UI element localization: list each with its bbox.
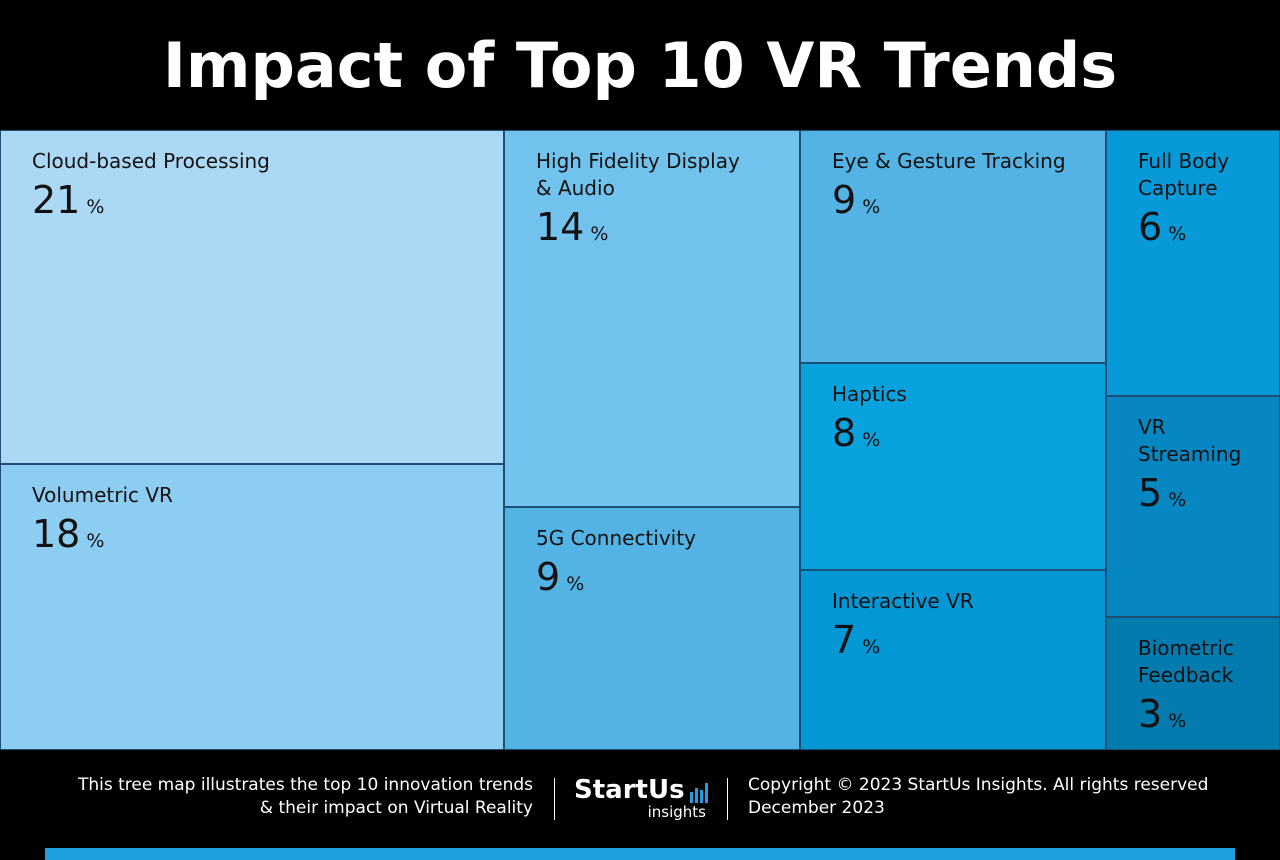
footer-description-line2: & their impact on Virtual Reality: [259, 798, 533, 818]
tile-name: 5G Connectivity: [536, 526, 696, 550]
tile-value-number: 7: [832, 618, 857, 662]
tile-value-number: 6: [1138, 205, 1163, 249]
tile-name: Volumetric VR: [32, 483, 173, 507]
tile-label: Full Body Capture 6%: [1138, 148, 1229, 255]
tile-label: Haptics 8%: [832, 381, 907, 461]
tile-value: 3%: [1138, 693, 1234, 742]
tile-full-body-capture: Full Body Capture 6%: [1106, 130, 1280, 396]
tile-value-unit: %: [86, 530, 105, 552]
tile-value: 6%: [1138, 206, 1229, 255]
tile-value-number: 3: [1138, 692, 1163, 736]
tile-name: High Fidelity Display & Audio: [536, 149, 740, 200]
treemap: Cloud-based Processing 21% Volumetric VR 18…: [0, 130, 1280, 750]
tile-label: Cloud-based Processing 21%: [32, 148, 270, 228]
tile-value: 9%: [832, 179, 1066, 228]
footer-accent-bar: [45, 848, 1235, 860]
tile-label: VR Streaming 5%: [1138, 414, 1241, 521]
tile-value-number: 9: [536, 555, 561, 599]
footer-copyright-block: Copyright © 2023 StartUs Insights. All r…: [748, 774, 1208, 820]
tile-value-unit: %: [590, 223, 609, 245]
tile-value-number: 21: [32, 178, 81, 222]
tile-eye-gesture-tracking: Eye & Gesture Tracking 9%: [800, 130, 1106, 363]
startus-logo: StartUs insights: [574, 775, 709, 821]
tile-name: VR Streaming: [1138, 415, 1242, 466]
tile-value: 14%: [536, 206, 740, 255]
tile-value-number: 18: [32, 512, 81, 556]
tile-name: Eye & Gesture Tracking: [832, 149, 1066, 173]
date-text: December 2023: [748, 798, 885, 818]
tile-value-unit: %: [566, 573, 585, 595]
tile-name: Full Body Capture: [1138, 149, 1230, 200]
tile-value-unit: %: [1168, 489, 1187, 511]
tile-value-unit: %: [862, 636, 881, 658]
tile-value-unit: %: [862, 429, 881, 451]
tile-name: Biometric Feedback: [1138, 636, 1234, 687]
tile-name: Cloud-based Processing: [32, 149, 270, 173]
tile-5g-connectivity: 5G Connectivity 9%: [504, 507, 800, 750]
tile-volumetric-vr: Volumetric VR 18%: [0, 464, 504, 750]
tile-label: Eye & Gesture Tracking 9%: [832, 148, 1066, 228]
tile-value-number: 14: [536, 205, 585, 249]
tile-value: 7%: [832, 619, 974, 668]
tile-value: 8%: [832, 412, 907, 461]
logo-main-text: StartUs: [574, 775, 685, 805]
tile-value-number: 9: [832, 178, 857, 222]
footer-divider-right: [727, 778, 728, 820]
tile-vr-streaming: VR Streaming 5%: [1106, 396, 1280, 617]
tile-high-fidelity-display-audio: High Fidelity Display & Audio 14%: [504, 130, 800, 507]
footer-description: This tree map illustrates the top 10 inn…: [78, 774, 533, 820]
tile-label: Volumetric VR 18%: [32, 482, 173, 562]
logo-sub-text: insights: [647, 803, 706, 821]
tile-label: Interactive VR 7%: [832, 588, 974, 668]
tile-cloud-based-processing: Cloud-based Processing 21%: [0, 130, 504, 464]
tile-haptics: Haptics 8%: [800, 363, 1106, 570]
copyright-text: Copyright © 2023 StartUs Insights. All r…: [748, 775, 1209, 795]
tile-label: 5G Connectivity 9%: [536, 525, 696, 605]
tile-value-unit: %: [862, 196, 881, 218]
footer-divider-left: [554, 778, 555, 820]
footer: This tree map illustrates the top 10 inn…: [0, 750, 1280, 860]
tile-label: Biometric Feedback 3%: [1138, 635, 1234, 742]
tile-biometric-feedback: Biometric Feedback 3%: [1106, 617, 1280, 750]
tile-value: 9%: [536, 556, 696, 605]
tile-value-number: 5: [1138, 471, 1163, 515]
tile-interactive-vr: Interactive VR 7%: [800, 570, 1106, 750]
chart-title: Impact of Top 10 VR Trends: [162, 28, 1118, 102]
tile-label: High Fidelity Display & Audio 14%: [536, 148, 740, 255]
tile-value-unit: %: [1168, 223, 1187, 245]
tile-value-unit: %: [86, 196, 105, 218]
tile-name: Interactive VR: [832, 589, 974, 613]
bar-chart-icon: [690, 783, 708, 803]
tile-value: 18%: [32, 513, 173, 562]
footer-description-line1: This tree map illustrates the top 10 inn…: [77, 775, 533, 795]
tile-value: 5%: [1138, 472, 1241, 521]
tile-value: 21%: [32, 179, 270, 228]
tile-value-number: 8: [832, 411, 857, 455]
tile-value-unit: %: [1168, 710, 1187, 732]
tile-name: Haptics: [832, 382, 907, 406]
